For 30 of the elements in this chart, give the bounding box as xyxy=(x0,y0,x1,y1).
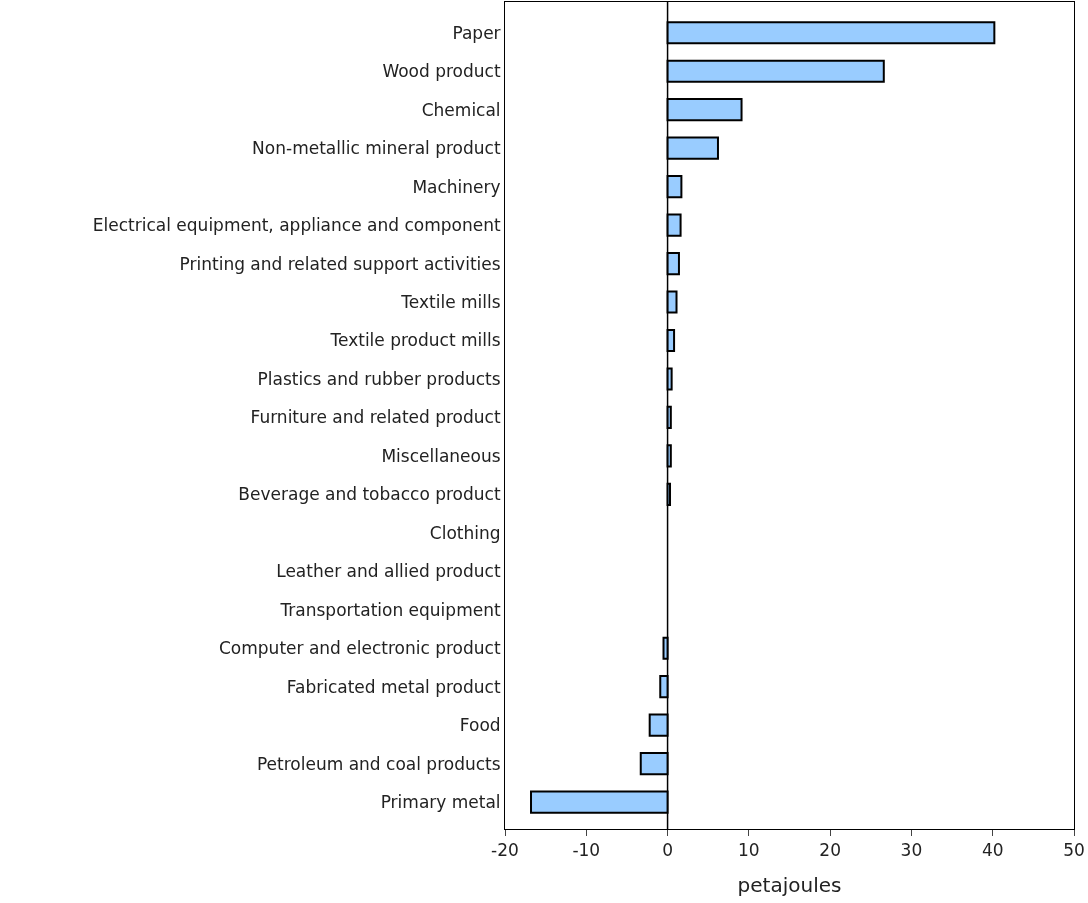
y-tick-label: Transportation equipment xyxy=(279,599,501,620)
y-tick-label: Computer and electronic product xyxy=(218,638,501,659)
y-tick-label: Printing and related support activities xyxy=(179,253,501,274)
x-tick-label: 40 xyxy=(981,840,1004,861)
y-tick-label: Fabricated metal product xyxy=(286,676,501,697)
y-tick-label: Chemical xyxy=(421,99,501,120)
y-tick-label: Food xyxy=(459,715,501,736)
y-tick-label: Non-metallic mineral product xyxy=(252,138,501,159)
y-tick-label: Electrical equipment, appliance and component xyxy=(92,215,501,236)
y-tick-label: Wood product xyxy=(382,61,501,82)
x-axis-title: petajoules xyxy=(737,872,842,897)
x-tick-label: -10 xyxy=(572,840,601,861)
y-tick-label: Beverage and tobacco product xyxy=(238,484,501,505)
x-tick-label: -20 xyxy=(491,840,519,861)
y-tick-label: Miscellaneous xyxy=(381,445,501,466)
y-tick-label: Primary metal xyxy=(380,792,501,813)
y-tick-label: Petroleum and coal products xyxy=(256,753,501,774)
y-tick-label: Plastics and rubber products xyxy=(257,368,501,389)
y-tick-label: Clothing xyxy=(429,522,501,543)
x-tick-label: 50 xyxy=(1063,840,1085,861)
x-tick-label: 30 xyxy=(900,840,923,861)
x-tick-label: 20 xyxy=(819,840,841,861)
x-tick-label: 0 xyxy=(662,840,673,861)
y-tick-label: Textile mills xyxy=(400,291,501,312)
y-tick-label: Paper xyxy=(452,22,501,43)
x-tick-label: 10 xyxy=(738,840,760,861)
y-tick-label: Leather and allied product xyxy=(276,561,501,582)
y-tick-label: Furniture and related product xyxy=(250,407,501,428)
y-tick-label: Machinery xyxy=(412,176,501,197)
y-tick-label: Textile product mills xyxy=(329,330,501,351)
